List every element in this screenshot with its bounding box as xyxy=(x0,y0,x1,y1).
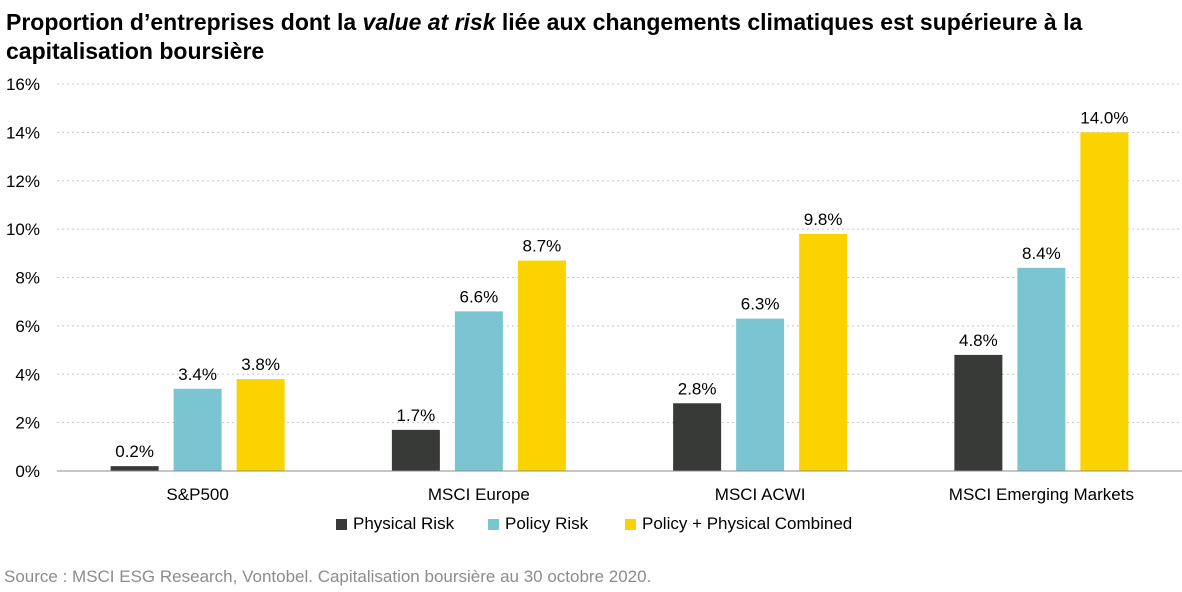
data-label: 4.8% xyxy=(959,331,998,350)
x-category-label: MSCI Europe xyxy=(428,485,530,504)
y-tick-label: 2% xyxy=(15,414,40,433)
y-axis-tick-labels: 0% 2% 4% 6% 8% 10% 12% 14% 16% xyxy=(6,75,40,481)
legend-swatch xyxy=(336,518,347,530)
legend-swatch xyxy=(625,518,636,530)
data-label: 8.4% xyxy=(1022,244,1061,263)
source-note: Source : MSCI ESG Research, Vontobel. Ca… xyxy=(4,567,652,586)
y-tick-label: 16% xyxy=(6,75,40,94)
bar-physical-risk xyxy=(391,429,440,471)
bar-policy-risk xyxy=(736,318,785,471)
legend-swatch xyxy=(488,518,499,530)
y-tick-label: 4% xyxy=(15,365,40,384)
bar-policy-physical-combined xyxy=(517,260,566,471)
y-tick-label: 12% xyxy=(6,172,40,191)
bar-policy-risk xyxy=(1017,267,1066,471)
y-tick-label: 0% xyxy=(15,462,40,481)
bar-policy-physical-combined xyxy=(1080,132,1129,471)
bar-policy-risk xyxy=(454,311,503,471)
chart-title: Proportion d’entreprises dont la value a… xyxy=(6,8,1176,66)
x-category-label: S&P500 xyxy=(166,485,228,504)
x-category-label: MSCI ACWI xyxy=(715,485,806,504)
bar-physical-risk xyxy=(110,466,159,471)
data-label: 0.2% xyxy=(115,442,154,461)
legend-label: Physical Risk xyxy=(353,514,455,533)
bar-chart: 0% 2% 4% 6% 8% 10% 12% 14% 16% 0.2% 3.4% 3.8% 1.7% 6… xyxy=(6,75,1182,504)
legend-item: Policy + Physical Combined xyxy=(625,514,852,534)
bars xyxy=(110,132,1129,471)
chart-title-part1: Proportion d’entreprises dont la xyxy=(6,9,363,35)
chart-title-italic: value at risk xyxy=(362,9,496,35)
y-tick-label: 10% xyxy=(6,220,40,239)
data-label: 3.8% xyxy=(241,355,280,374)
legend-label: Policy Risk xyxy=(505,514,589,533)
y-tick-label: 14% xyxy=(6,123,40,142)
bar-physical-risk xyxy=(954,354,1003,471)
x-category-label: MSCI Emerging Markets xyxy=(949,485,1134,504)
data-labels: 0.2% 3.4% 3.8% 1.7% 6.6% 8.7% 2.8% 6.3% 9.8% 4.8%… xyxy=(115,108,1128,461)
x-axis-category-labels: S&P500 MSCI Europe MSCI ACWI MSCI Emerging … xyxy=(166,485,1134,504)
bar-physical-risk xyxy=(673,403,722,471)
bar-policy-physical-combined xyxy=(236,379,285,471)
chart-title-part2: liée aux changements climatiques est sup… xyxy=(6,9,1083,64)
y-tick-label: 6% xyxy=(15,317,40,336)
data-label: 6.3% xyxy=(741,295,780,314)
data-label: 1.7% xyxy=(397,406,436,425)
data-label: 6.6% xyxy=(460,287,499,306)
gridlines xyxy=(57,83,1182,424)
legend: Physical Risk Policy Risk Policy + Physica… xyxy=(0,514,1182,538)
data-label: 14.0% xyxy=(1080,108,1128,127)
data-label: 2.8% xyxy=(678,379,717,398)
data-label: 3.4% xyxy=(178,365,217,384)
data-label: 8.7% xyxy=(523,237,562,256)
legend-item: Physical Risk xyxy=(336,514,454,534)
legend-label: Policy + Physical Combined xyxy=(642,514,853,533)
data-label: 9.8% xyxy=(804,210,843,229)
y-tick-label: 8% xyxy=(15,269,40,288)
legend-item: Policy Risk xyxy=(488,514,588,534)
bar-policy-risk xyxy=(173,388,222,471)
bar-policy-physical-combined xyxy=(799,233,848,471)
